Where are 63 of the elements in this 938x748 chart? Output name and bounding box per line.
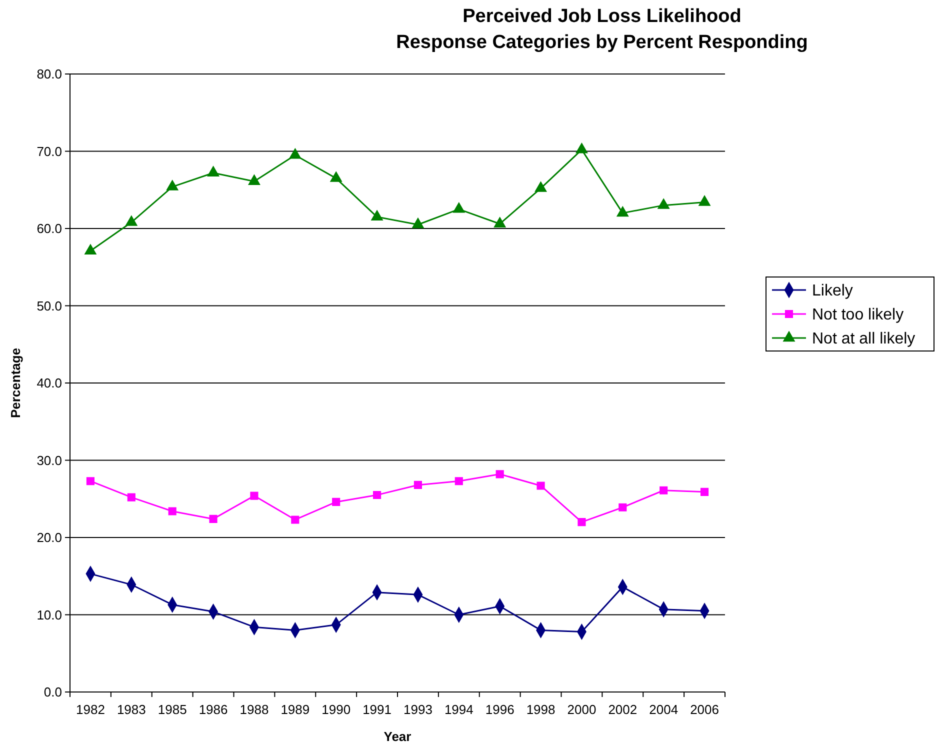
x-tick-label: 2006 — [690, 702, 719, 717]
x-tick-label: 1998 — [526, 702, 556, 717]
y-axis-title: Percentage — [8, 348, 23, 418]
point — [84, 244, 96, 255]
point — [414, 480, 422, 490]
point — [658, 198, 670, 209]
point — [700, 488, 709, 496]
legend-label: Not at all likely — [812, 330, 916, 348]
x-tick-label: 2002 — [608, 702, 638, 717]
point — [616, 206, 629, 217]
point — [127, 493, 136, 502]
point — [453, 202, 465, 213]
point — [534, 182, 547, 192]
point — [250, 492, 258, 500]
y-tick-label: 10.0 — [36, 607, 62, 622]
x-tick-label: 1983 — [116, 702, 146, 717]
x-tick-label: 2000 — [567, 702, 596, 717]
y-tick-label: 20.0 — [36, 530, 62, 546]
point — [332, 498, 340, 506]
x-tick-label: 1991 — [362, 702, 392, 717]
point — [291, 516, 300, 524]
x-tick-label: 1985 — [158, 702, 187, 717]
point — [209, 514, 218, 523]
x-tick-label: 1993 — [404, 702, 432, 717]
point — [412, 218, 424, 228]
y-tick-label: 50.0 — [36, 298, 62, 314]
point — [618, 503, 627, 512]
legend-label: Likely — [812, 282, 853, 300]
point — [289, 148, 302, 159]
x-tick-label: 1994 — [444, 702, 474, 717]
x-tick-label: 1988 — [240, 702, 269, 717]
point — [168, 507, 176, 516]
x-tick-label: 1996 — [485, 702, 514, 717]
point — [536, 482, 545, 490]
y-tick-label: 0.0 — [44, 684, 62, 700]
point — [660, 486, 668, 494]
x-tick-label: 1986 — [198, 702, 228, 717]
point — [578, 518, 586, 526]
chart-title: Perceived Job Loss Likelihood Response Categories by Percent Responding — [396, 6, 808, 53]
y-tick-label: 60.0 — [36, 221, 62, 236]
point — [496, 470, 504, 478]
y-tick-label: 70.0 — [36, 144, 62, 159]
point — [248, 174, 260, 185]
point — [126, 216, 138, 226]
y-tick-label: 80.0 — [36, 66, 62, 82]
point — [371, 210, 383, 221]
point — [372, 490, 382, 500]
x-axis-title: Year — [384, 729, 412, 744]
point — [576, 143, 588, 154]
y-tick-label: 40.0 — [36, 376, 62, 391]
x-tick-label: 1990 — [322, 702, 351, 717]
y-tick-label: 30.0 — [36, 452, 62, 468]
point — [207, 166, 220, 176]
point — [86, 477, 95, 486]
point — [330, 172, 342, 182]
x-tick-label: 1989 — [280, 702, 310, 717]
x-tick-label: 2004 — [649, 702, 678, 717]
point — [454, 477, 463, 486]
point — [166, 180, 178, 190]
x-tick-label: 1982 — [76, 702, 105, 717]
point — [698, 196, 710, 206]
point — [494, 217, 506, 228]
legend-label: Not too likely — [812, 306, 904, 324]
